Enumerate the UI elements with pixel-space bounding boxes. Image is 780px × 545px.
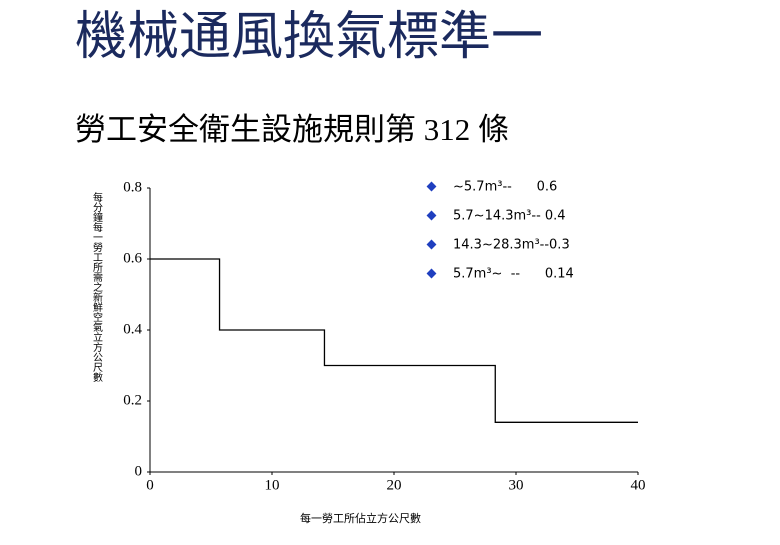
y-tick-label: 0.8 — [123, 179, 142, 195]
bullet — [426, 239, 437, 250]
bullet — [426, 181, 437, 192]
bullet — [426, 210, 437, 221]
x-tick-label: 20 — [387, 477, 402, 493]
y-tick-label: 0.2 — [123, 392, 142, 408]
y-tick-label: 0.6 — [123, 250, 142, 266]
y-tick-label: 0.4 — [123, 321, 142, 337]
y-axis-label: 每分鐘每一勞工所需之新鮮空氣立方公尺數 — [91, 191, 103, 383]
annotation: 5.7~14.3m³-- 0.4 — [453, 209, 566, 224]
y-tick-label: 0 — [135, 463, 143, 479]
step-line — [150, 258, 638, 423]
annotation: 5.7m³~ -- 0.14 — [453, 267, 574, 282]
bullet — [426, 268, 437, 279]
x-tick-label: 0 — [146, 477, 154, 493]
x-tick-label: 40 — [631, 477, 646, 493]
x-tick-label: 10 — [265, 477, 280, 493]
x-axis-label: 每一勞工所佔立方公尺數 — [300, 511, 421, 525]
slide-subtitle: 勞工安全衛生設施規則第 312 條 — [75, 112, 509, 147]
annotation: 14.3~28.3m³--0.3 — [453, 238, 570, 253]
x-tick-label: 30 — [509, 477, 524, 493]
slide-title: 機械通風換氣標準一 — [75, 9, 543, 66]
annotation: ~5.7m³-- 0.6 — [453, 180, 557, 195]
